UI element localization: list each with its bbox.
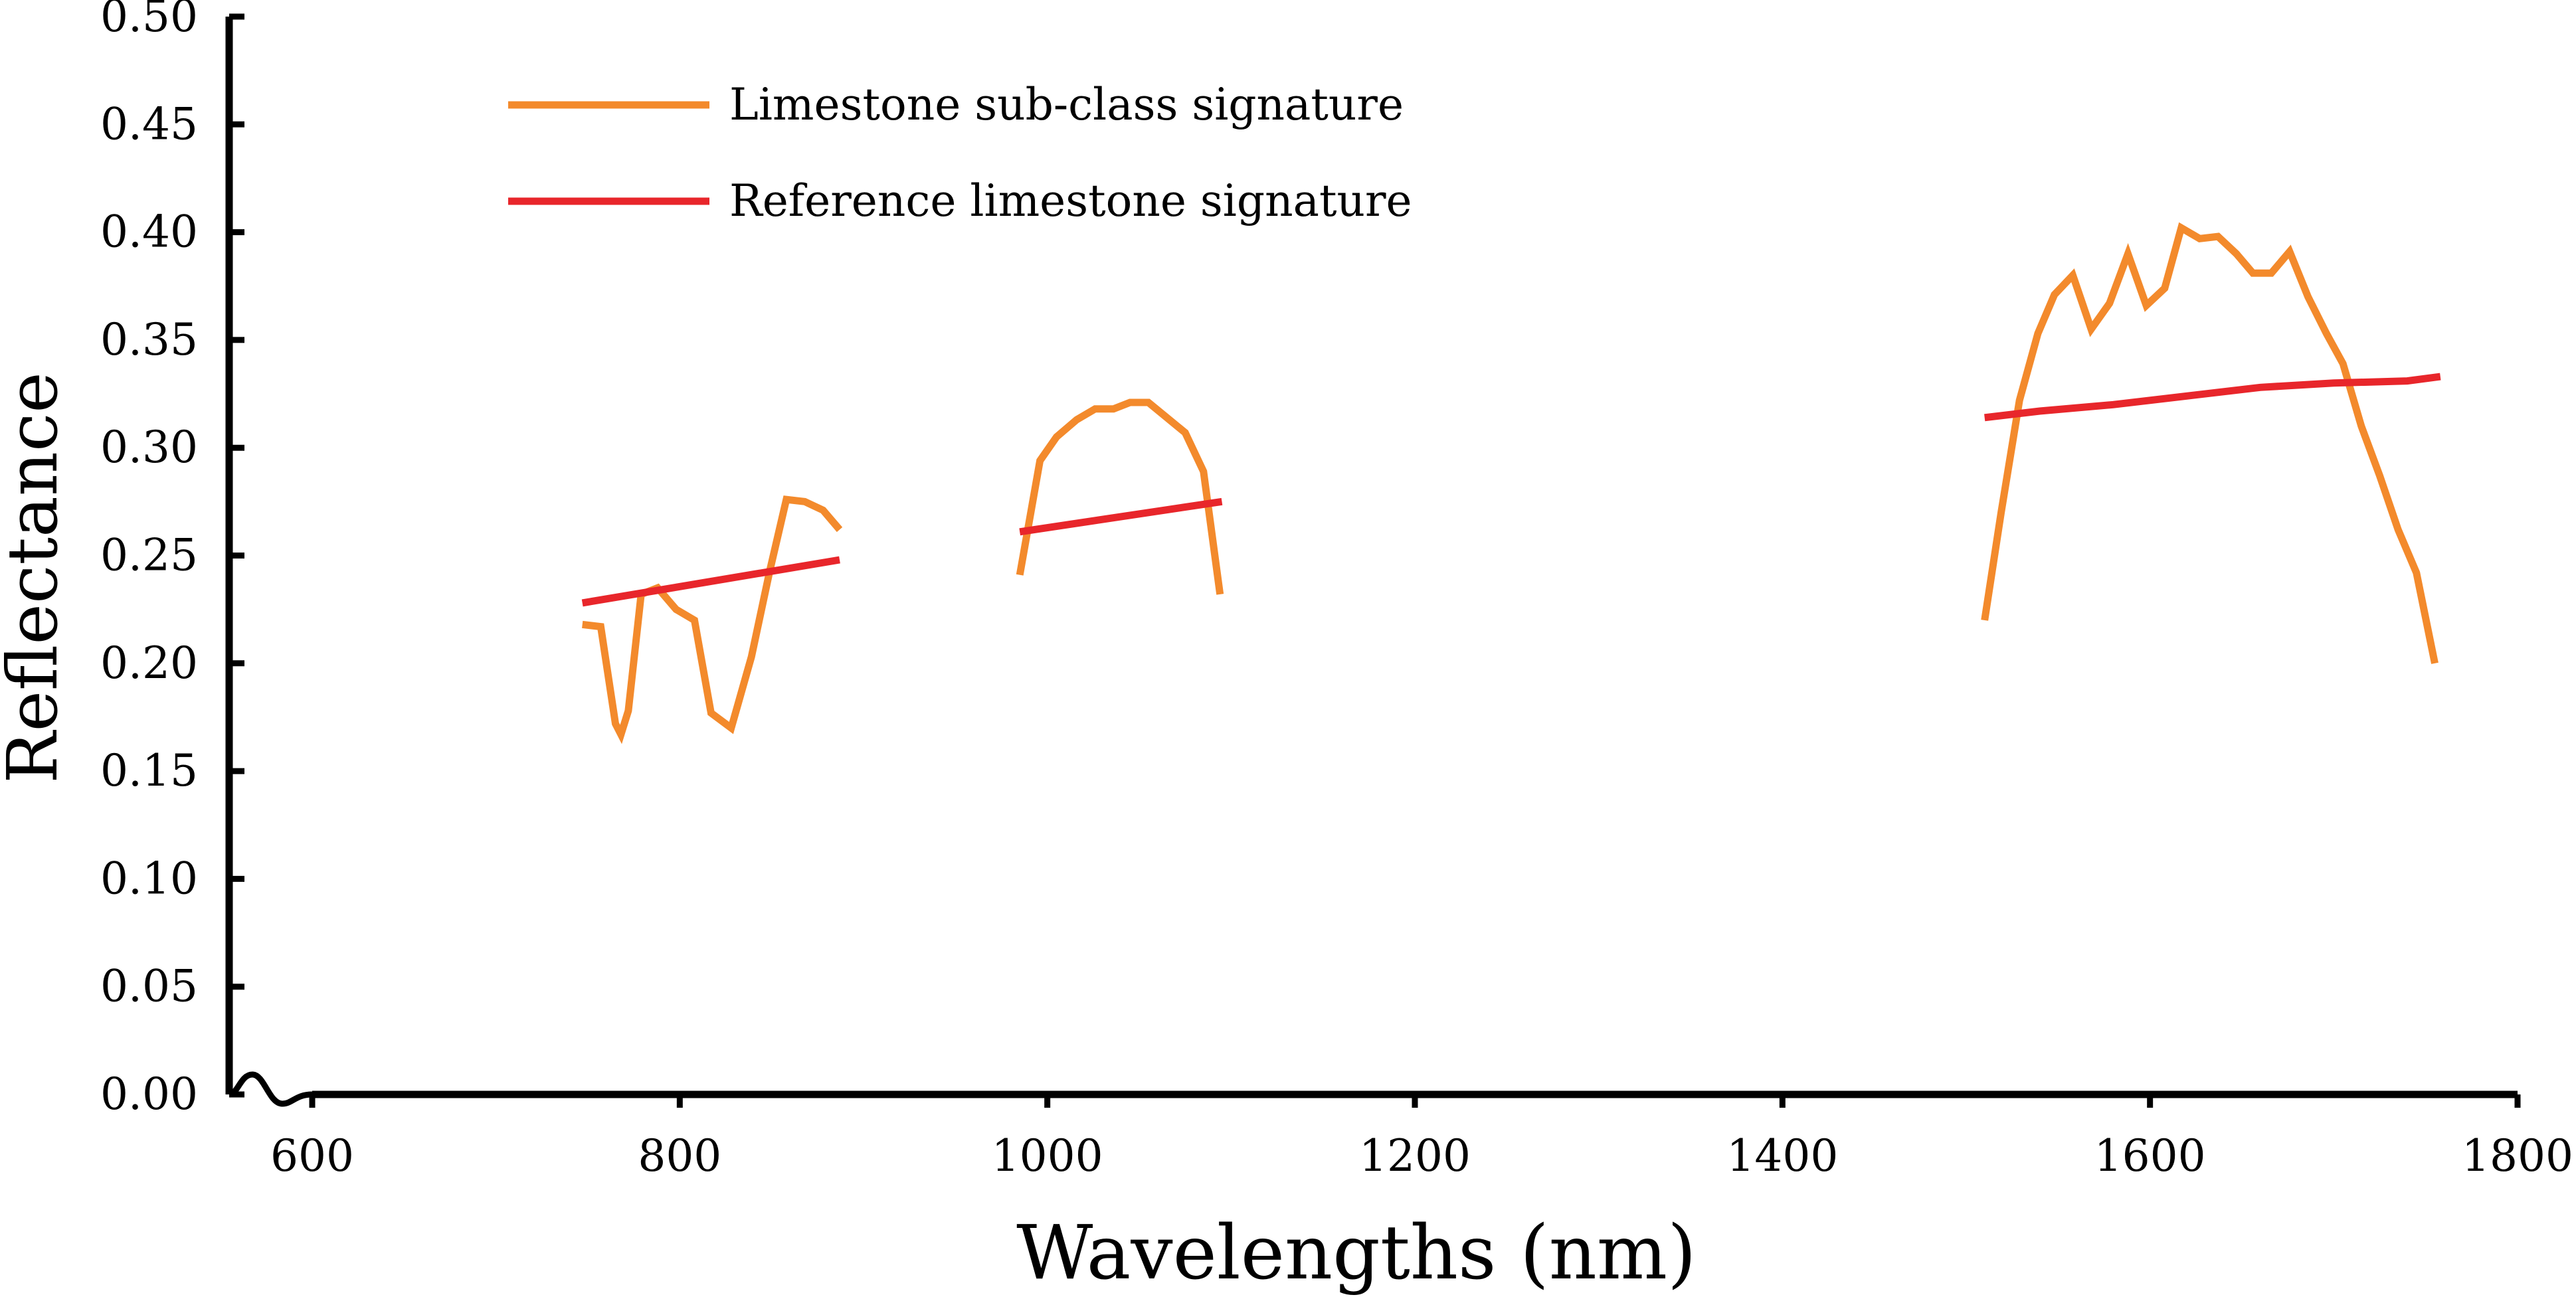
y-tick-label: 0.00: [100, 1069, 198, 1120]
y-tick-label: 0.15: [100, 745, 198, 796]
y-tick-label: 0.25: [100, 530, 198, 581]
y-tick-label: 0.40: [100, 207, 198, 258]
x-tick-label: 1000: [992, 1130, 1103, 1181]
x-ticks: 600 800 1000 1200 1400 1600 1800: [270, 1094, 2573, 1181]
y-tick-label: 0.30: [100, 422, 198, 473]
x-tick-label: 1600: [2094, 1130, 2206, 1181]
plot-area: [581, 222, 2441, 744]
legend-label-2: Reference limestone signature: [729, 175, 1412, 226]
y-tick-label: 0.50: [100, 0, 198, 42]
y-tick-label: 0.45: [100, 98, 198, 149]
legend: Limestone sub-class signature Reference l…: [508, 79, 1412, 226]
legend-label-1: Limestone sub-class signature: [729, 79, 1404, 130]
y-tick-label: 0.05: [100, 961, 198, 1012]
y-tick-label: 0.10: [100, 853, 198, 904]
axes: 0.00 0.05 0.10 0.15 0.20 0.25 0.30 0.35 0.40 0.45…: [100, 0, 2573, 1181]
series-2-line-segment-3: [1984, 373, 2441, 422]
x-tick-label: 1800: [2462, 1130, 2573, 1181]
x-axis-title: Wavelengths (nm): [1016, 1210, 1697, 1296]
y-ticks: 0.00 0.05 0.10 0.15 0.20 0.25 0.30 0.35 0.40 0.45…: [100, 0, 244, 1120]
axis-break-squiggle: [228, 1071, 313, 1107]
series-2-line-segment-1: [581, 556, 840, 607]
y-tick-label: 0.35: [100, 314, 198, 365]
x-tick-label: 800: [638, 1130, 721, 1181]
x-tick-label: 600: [270, 1130, 354, 1181]
series-1-line-segment-2: [1016, 398, 1224, 595]
series-1-line-segment-1: [582, 495, 843, 744]
y-tick-label: 0.20: [100, 638, 198, 689]
y-axis-title: Reflectance: [0, 372, 73, 784]
x-tick-label: 1400: [1726, 1130, 1838, 1181]
series-2-line-segment-2: [1019, 497, 1223, 536]
x-tick-label: 1200: [1359, 1130, 1471, 1181]
series-1-line-segment-3: [1981, 222, 2438, 664]
